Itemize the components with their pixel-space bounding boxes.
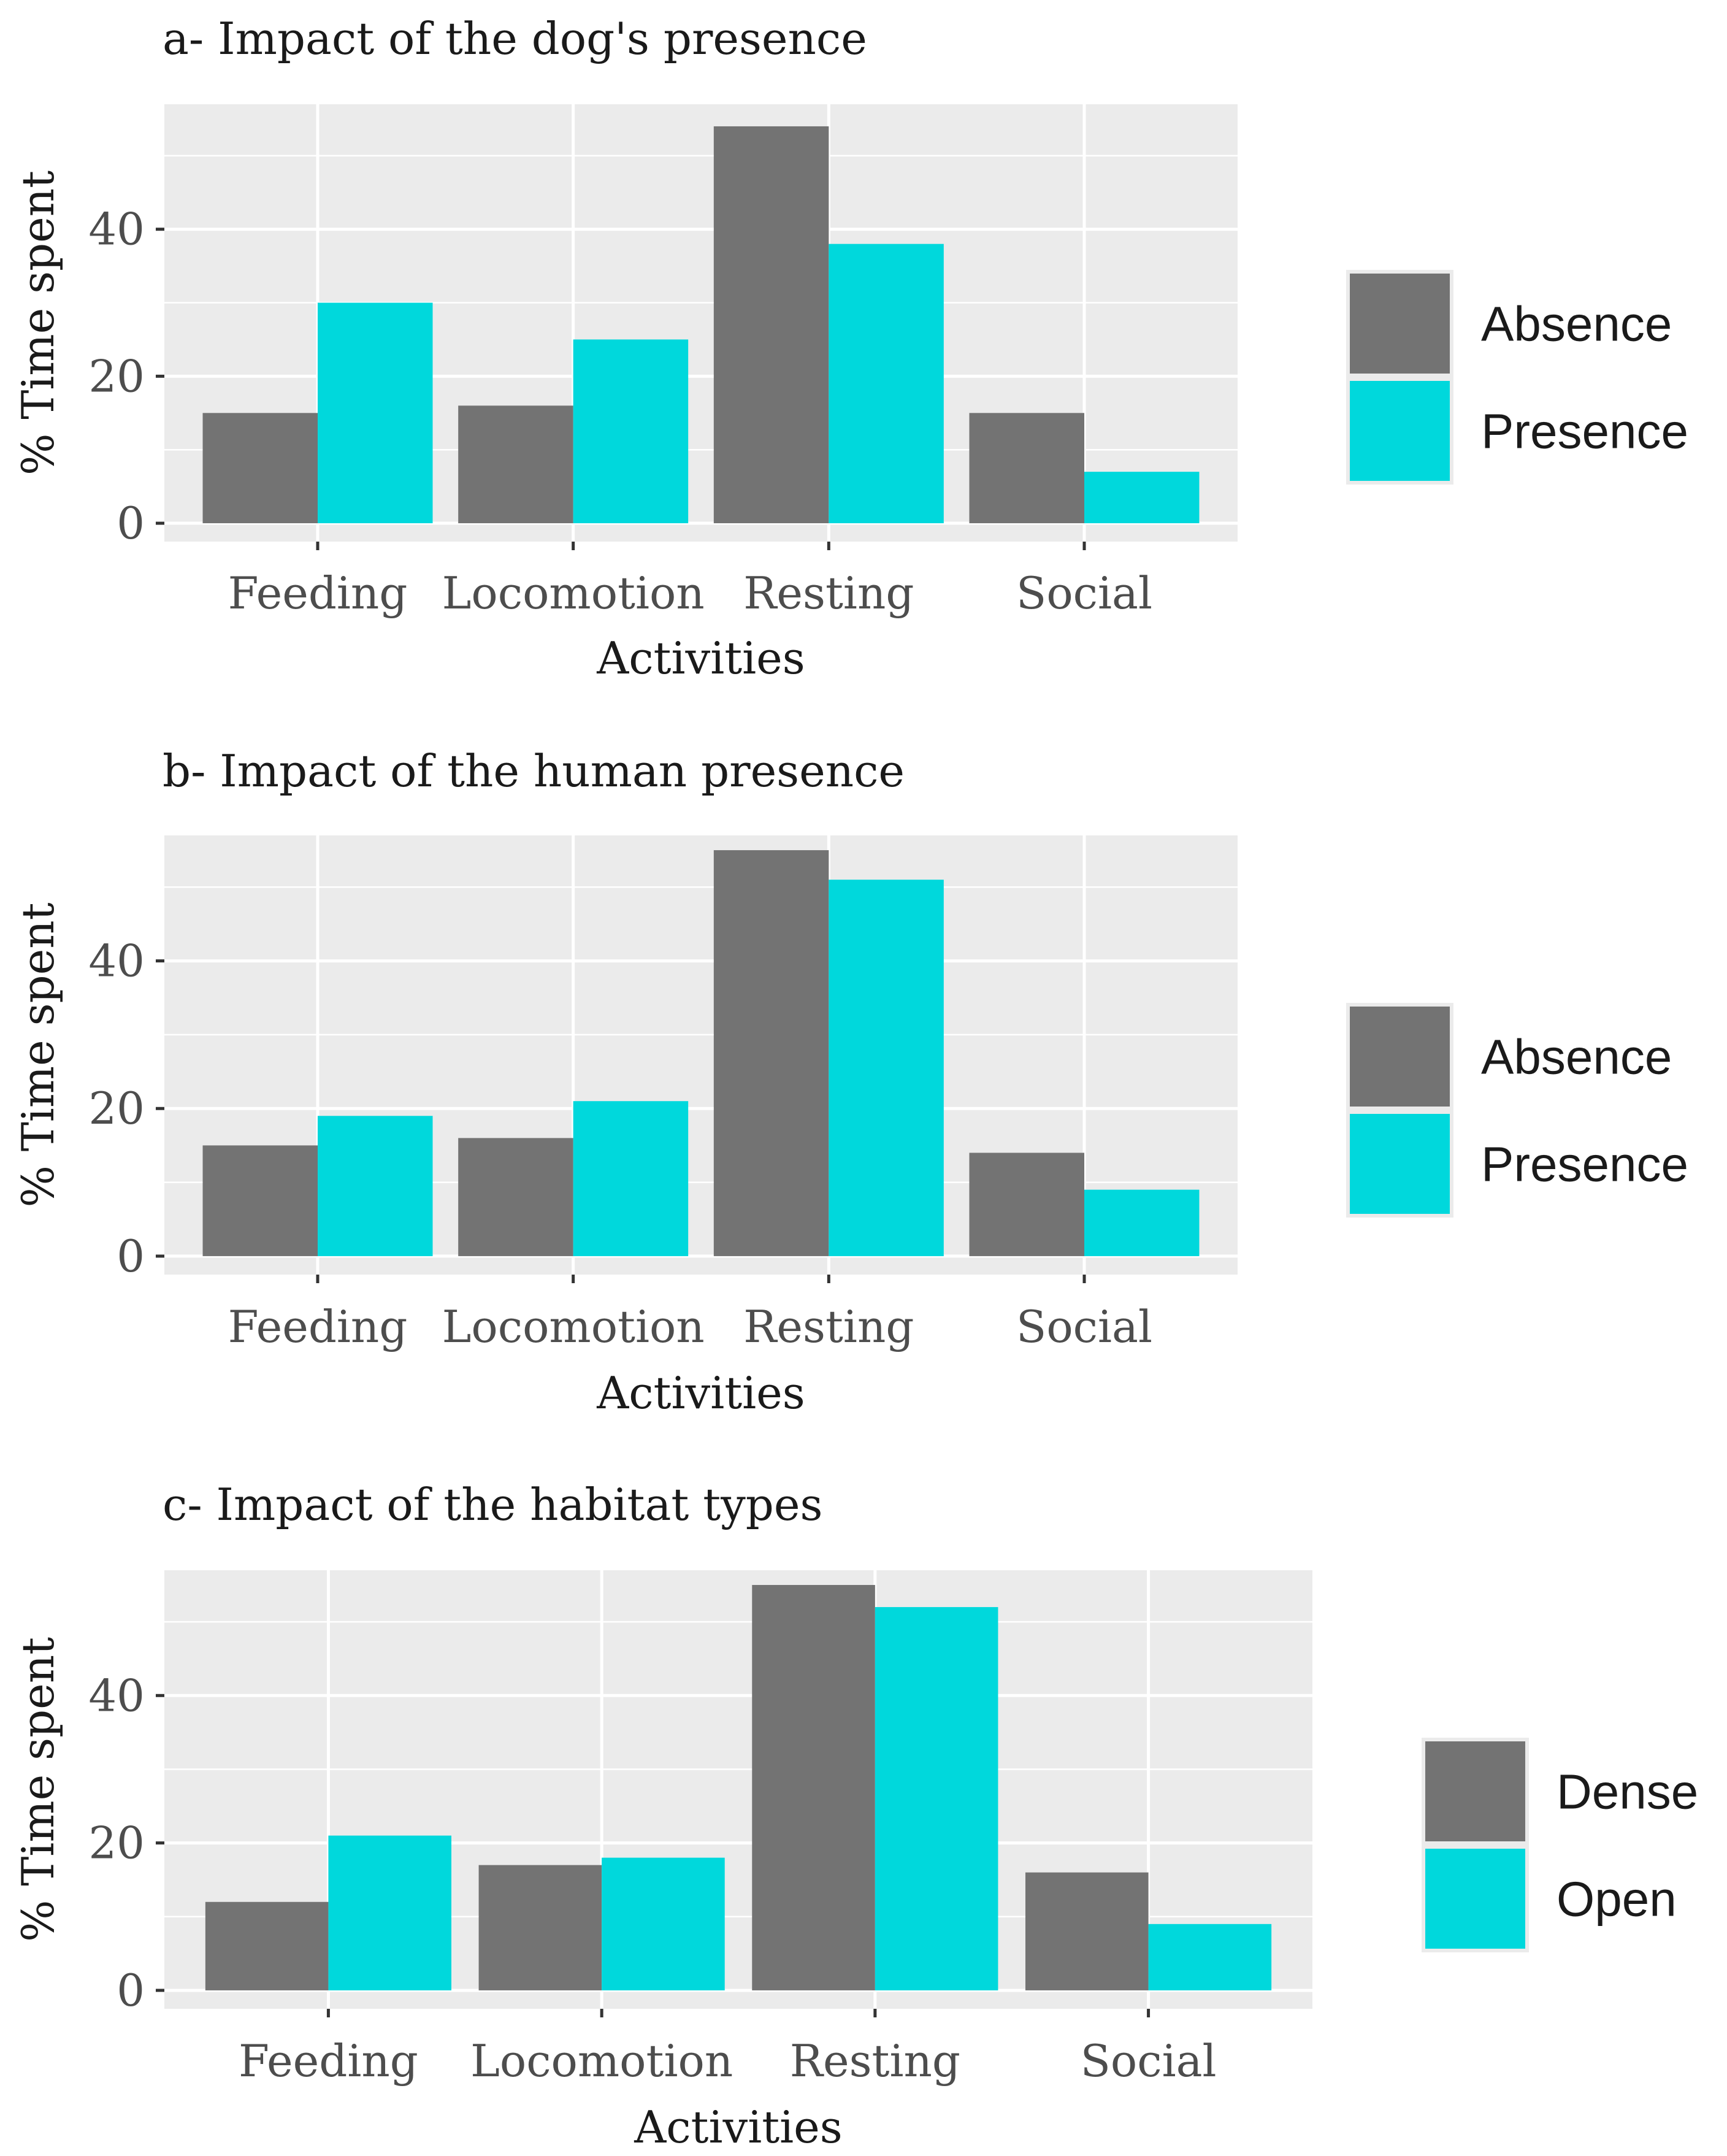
x-tick-label: Resting	[743, 1301, 914, 1352]
chart-title: c- Impact of the habitat types	[163, 1479, 822, 1530]
legend-label: Presence	[1481, 1137, 1688, 1192]
x-axis-title: Activities	[634, 2101, 843, 2153]
legend-key-open	[1425, 1849, 1525, 1949]
legend-label: Absence	[1481, 1030, 1672, 1084]
chart-title: a- Impact of the dog's presence	[163, 13, 867, 64]
chart-panel-a: a- Impact of the dog's presence 0 20 40 Feed…	[12, 13, 1688, 684]
y-axis-title: % Time spent	[12, 171, 64, 475]
legend: Dense Open	[1422, 1738, 1698, 1952]
bar-presence-locomotion	[573, 339, 689, 524]
y-tick-label: 40	[88, 935, 145, 987]
legend-key-presence	[1350, 381, 1450, 481]
x-tick-label: Feeding	[228, 1301, 408, 1352]
y-tick-label: 20	[88, 1817, 145, 1869]
x-tick-label: Locomotion	[442, 1301, 705, 1352]
bar-open-feeding	[328, 1835, 451, 1990]
y-tick-label: 20	[88, 350, 145, 402]
x-tick-label: Feeding	[228, 567, 408, 619]
bar-absence-feeding	[202, 413, 318, 524]
bar-open-locomotion	[602, 1857, 725, 1990]
x-tick-label: Social	[1016, 1301, 1152, 1352]
x-tick-label: Social	[1081, 2035, 1217, 2087]
y-tick-label: 20	[88, 1083, 145, 1134]
x-tick-label: Social	[1016, 567, 1152, 619]
legend-key-dense	[1425, 1741, 1525, 1841]
x-axis-title: Activities	[596, 1367, 805, 1419]
legend-key-absence	[1350, 1007, 1450, 1107]
bar-absence-resting	[713, 850, 829, 1256]
x-axis-title: Activities	[596, 632, 805, 684]
x-tick-label: Resting	[743, 567, 914, 619]
bar-presence-social	[1084, 1189, 1200, 1256]
bar-dense-feeding	[205, 1901, 329, 1990]
bar-dense-resting	[752, 1585, 875, 1990]
bar-absence-social	[969, 1153, 1084, 1256]
bar-presence-feeding	[318, 302, 433, 524]
legend-label: Open	[1557, 1872, 1677, 1927]
bar-absence-locomotion	[458, 1138, 573, 1256]
legend-label: Dense	[1557, 1765, 1698, 1819]
bar-absence-feeding	[202, 1145, 318, 1256]
y-tick-label: 40	[88, 204, 145, 255]
y-tick-label: 0	[117, 1230, 145, 1282]
x-tick-label: Resting	[790, 2035, 960, 2087]
bar-presence-resting	[829, 244, 944, 524]
bar-absence-locomotion	[458, 405, 573, 524]
bar-presence-resting	[829, 880, 944, 1256]
y-axis-title: % Time spent	[12, 902, 64, 1207]
chart-panel-b: b- Impact of the human presence 0 20 40 Feed…	[12, 745, 1688, 1419]
bar-dense-locomotion	[478, 1865, 602, 1990]
legend-label: Presence	[1481, 404, 1688, 459]
chart-title: b- Impact of the human presence	[163, 745, 905, 797]
y-tick-label: 0	[117, 1965, 145, 2016]
x-tick-label: Feeding	[239, 2035, 418, 2087]
bar-absence-social	[969, 413, 1084, 524]
legend-key-presence	[1350, 1114, 1450, 1214]
y-axis-title: % Time spent	[12, 1637, 64, 1942]
y-tick-label: 0	[117, 497, 145, 549]
bar-presence-feeding	[318, 1116, 433, 1256]
legend-label: Absence	[1481, 297, 1672, 351]
bar-open-resting	[875, 1607, 998, 1990]
chart-panel-c: c- Impact of the habitat types 0 20 40 Feedi…	[12, 1479, 1698, 2153]
legend: Absence Presence	[1346, 270, 1688, 485]
bar-absence-resting	[713, 126, 829, 524]
legend-key-absence	[1350, 274, 1450, 374]
bar-presence-social	[1084, 472, 1200, 524]
x-tick-label: Locomotion	[470, 2035, 733, 2087]
y-tick-label: 40	[88, 1670, 145, 1721]
bar-presence-locomotion	[573, 1101, 689, 1256]
bar-open-social	[1148, 1924, 1272, 1990]
legend: Absence Presence	[1346, 1003, 1688, 1218]
x-tick-label: Locomotion	[442, 567, 705, 619]
bar-dense-social	[1025, 1872, 1149, 1990]
